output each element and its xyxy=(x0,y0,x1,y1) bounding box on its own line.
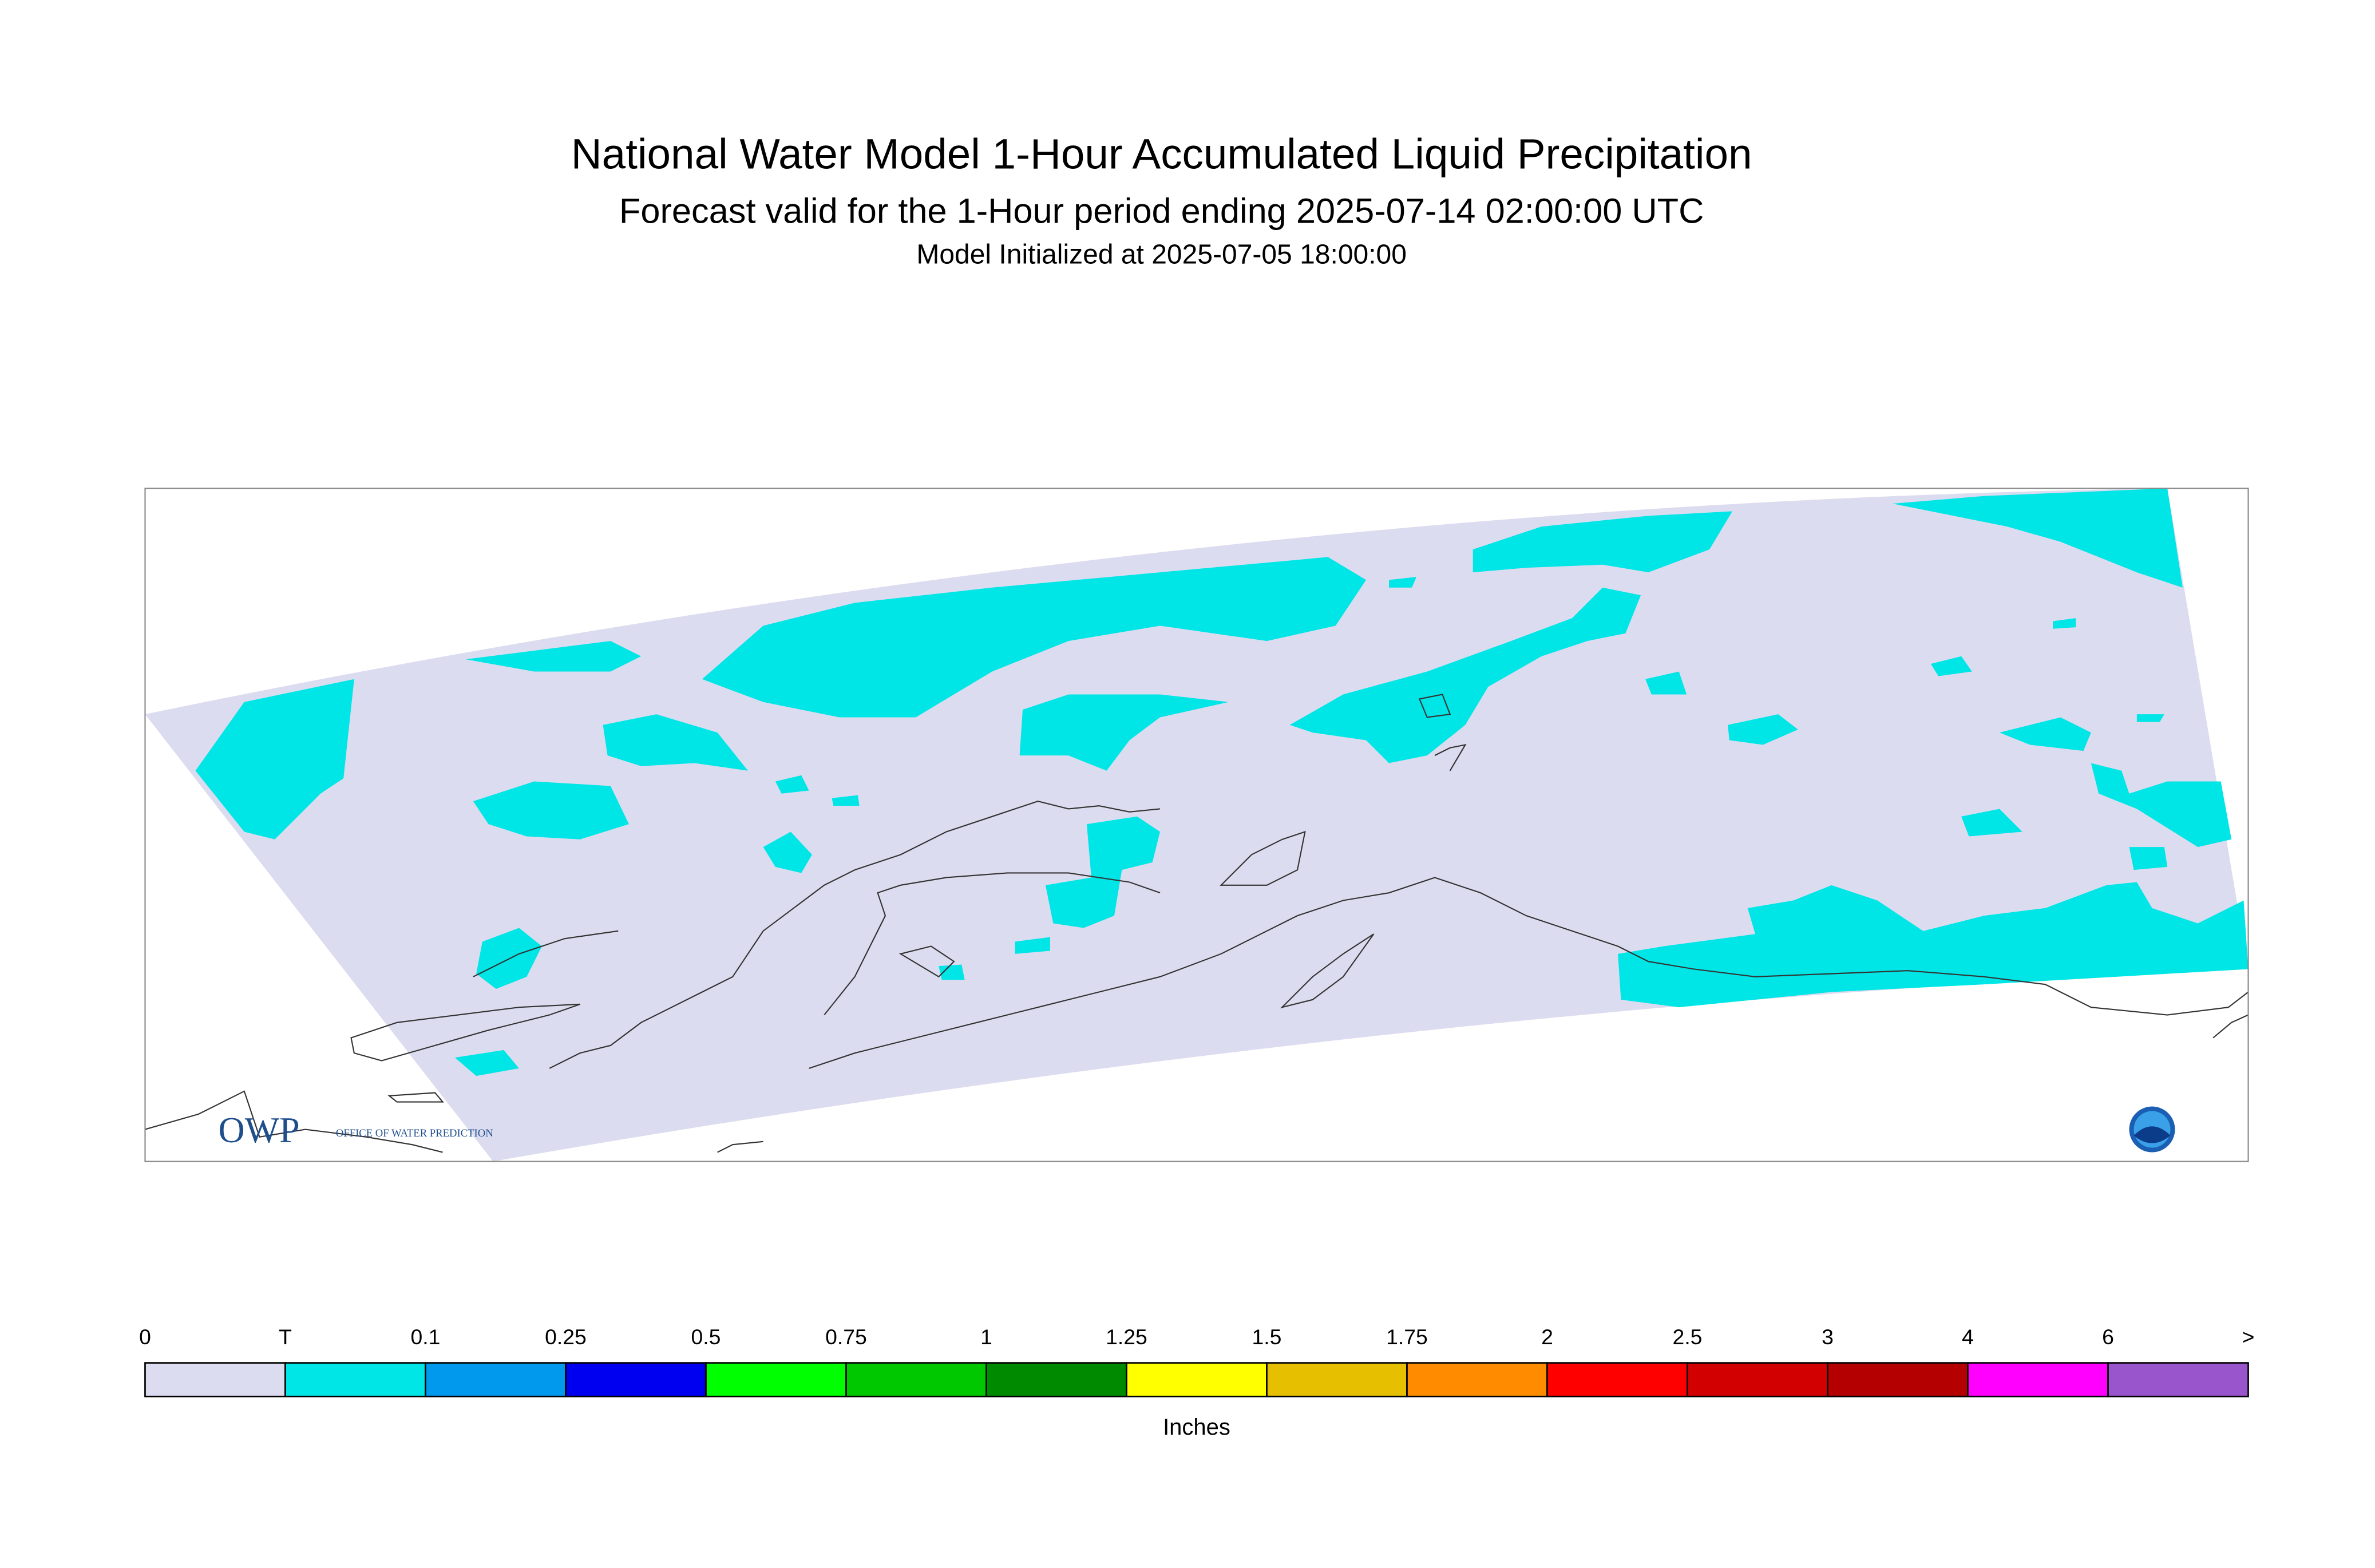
legend-label: 0.5 xyxy=(691,1325,721,1349)
legend-swatch xyxy=(1546,1362,1688,1397)
logo-name: OWP xyxy=(219,1110,300,1150)
legend-swatch xyxy=(1967,1362,2109,1397)
legend-swatch xyxy=(425,1362,567,1397)
title: National Water Model 1-Hour Accumulated … xyxy=(571,129,1752,177)
legend-label: 0.75 xyxy=(825,1325,867,1349)
legend-swatch xyxy=(985,1362,1127,1397)
legend: 0 T 0.1 0.25 0.5 0.75 1 1.25 1.5 1.75 2 2.5 3 4 6 > xyxy=(139,1325,2255,1397)
legend-swatch xyxy=(1827,1362,1969,1397)
legend-swatch xyxy=(1406,1362,1548,1397)
legend-label: 3 xyxy=(1822,1325,1834,1349)
legend-label: 1.5 xyxy=(1252,1325,1282,1349)
legend-label: 0.25 xyxy=(545,1325,587,1349)
legend-label: T xyxy=(279,1325,292,1349)
legend-swatch xyxy=(1126,1362,1268,1397)
legend-swatch xyxy=(705,1362,847,1397)
legend-swatch xyxy=(284,1362,426,1397)
legend-label: 2 xyxy=(1541,1325,1553,1349)
logo-text: OFFICE OF WATER PREDICTION xyxy=(336,1127,493,1139)
owp-logo: OWP OFFICE OF WATER PREDICTION xyxy=(219,1110,494,1150)
noaa-logo xyxy=(2129,1106,2175,1153)
legend-units: Inches xyxy=(1163,1415,1230,1440)
legend-label: 1.25 xyxy=(1106,1325,1147,1349)
legend-label: 1.75 xyxy=(1386,1325,1428,1349)
legend-label: 1 xyxy=(980,1325,992,1349)
legend-swatch xyxy=(565,1362,707,1397)
legend-swatch xyxy=(2107,1362,2249,1397)
legend-label: > xyxy=(2242,1325,2255,1349)
subtitle: Forecast valid for the 1-Hour period end… xyxy=(619,191,1704,231)
legend-swatch xyxy=(845,1362,987,1397)
legend-swatch xyxy=(1687,1362,1828,1397)
legend-label: 6 xyxy=(2102,1325,2114,1349)
legend-swatch xyxy=(1266,1362,1408,1397)
map: OWP OFFICE OF WATER PREDICTION xyxy=(145,488,2249,1162)
legend-label: 4 xyxy=(1962,1325,1974,1349)
map-frame xyxy=(144,488,2249,1162)
legend-label: 0 xyxy=(139,1325,151,1349)
legend-label: 0.1 xyxy=(411,1325,441,1349)
init-time: Model Initialized at 2025-07-05 18:00:00 xyxy=(916,240,1407,270)
legend-swatch xyxy=(144,1362,286,1397)
coastlines xyxy=(145,694,2249,1153)
legend-label: 2.5 xyxy=(1673,1325,1703,1349)
